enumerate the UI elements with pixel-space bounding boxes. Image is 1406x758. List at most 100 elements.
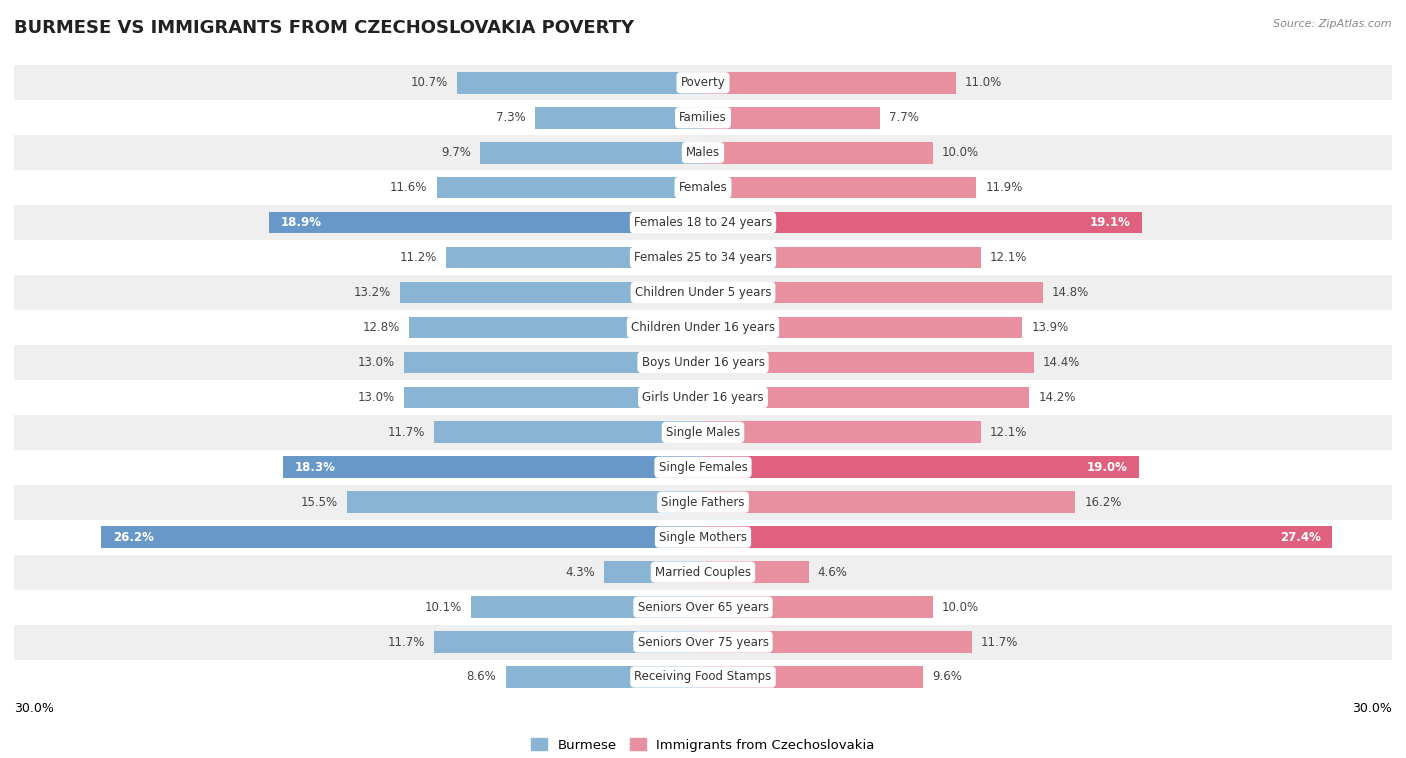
Text: 12.1%: 12.1% — [990, 426, 1028, 439]
Bar — [14, 205, 1392, 240]
Text: Males: Males — [686, 146, 720, 159]
Text: 27.4%: 27.4% — [1279, 531, 1320, 543]
Bar — [409, 317, 703, 338]
Bar — [405, 352, 703, 373]
Bar — [14, 240, 1392, 275]
Bar — [14, 625, 1392, 659]
Bar — [405, 387, 703, 409]
Text: 11.9%: 11.9% — [986, 181, 1022, 194]
Text: 11.7%: 11.7% — [981, 635, 1018, 649]
Text: 7.3%: 7.3% — [496, 111, 526, 124]
Bar — [14, 100, 1392, 135]
Text: Single Females: Single Females — [658, 461, 748, 474]
Text: 13.2%: 13.2% — [353, 286, 391, 299]
Bar — [605, 561, 703, 583]
Bar — [703, 456, 1139, 478]
Text: 14.4%: 14.4% — [1043, 356, 1080, 369]
Text: Receiving Food Stamps: Receiving Food Stamps — [634, 671, 772, 684]
Text: 11.6%: 11.6% — [389, 181, 427, 194]
Bar — [506, 666, 703, 688]
Bar — [703, 561, 808, 583]
Bar — [471, 597, 703, 618]
Bar — [703, 72, 956, 93]
Text: 11.0%: 11.0% — [965, 77, 1002, 89]
Text: 10.0%: 10.0% — [942, 146, 979, 159]
Text: 18.3%: 18.3% — [294, 461, 335, 474]
Text: 11.7%: 11.7% — [388, 635, 425, 649]
Bar — [536, 107, 703, 129]
Bar — [14, 590, 1392, 625]
Text: Boys Under 16 years: Boys Under 16 years — [641, 356, 765, 369]
Bar — [703, 387, 1029, 409]
Bar — [703, 211, 1142, 233]
Bar — [283, 456, 703, 478]
Text: 19.1%: 19.1% — [1090, 216, 1130, 229]
Bar — [14, 449, 1392, 484]
Bar — [703, 526, 1333, 548]
Bar — [14, 345, 1392, 380]
Text: 19.0%: 19.0% — [1087, 461, 1128, 474]
Bar — [14, 310, 1392, 345]
Bar — [269, 211, 703, 233]
Text: 13.9%: 13.9% — [1032, 321, 1069, 334]
Bar — [14, 555, 1392, 590]
Text: Children Under 5 years: Children Under 5 years — [634, 286, 772, 299]
Text: 14.8%: 14.8% — [1052, 286, 1090, 299]
Text: 9.7%: 9.7% — [441, 146, 471, 159]
Bar — [703, 177, 976, 199]
Bar — [434, 631, 703, 653]
Bar — [399, 282, 703, 303]
Text: 10.0%: 10.0% — [942, 600, 979, 613]
Text: 13.0%: 13.0% — [359, 391, 395, 404]
Bar — [14, 380, 1392, 415]
Bar — [437, 177, 703, 199]
Text: Seniors Over 75 years: Seniors Over 75 years — [637, 635, 769, 649]
Text: 4.6%: 4.6% — [818, 565, 848, 578]
Text: Females: Females — [679, 181, 727, 194]
Text: 10.7%: 10.7% — [411, 77, 449, 89]
Text: Families: Families — [679, 111, 727, 124]
Bar — [703, 631, 972, 653]
Bar — [703, 246, 981, 268]
Bar — [703, 666, 924, 688]
Text: BURMESE VS IMMIGRANTS FROM CZECHOSLOVAKIA POVERTY: BURMESE VS IMMIGRANTS FROM CZECHOSLOVAKI… — [14, 19, 634, 37]
Bar — [14, 170, 1392, 205]
Text: Children Under 16 years: Children Under 16 years — [631, 321, 775, 334]
Text: Seniors Over 65 years: Seniors Over 65 years — [637, 600, 769, 613]
Bar — [101, 526, 703, 548]
Text: Females 18 to 24 years: Females 18 to 24 years — [634, 216, 772, 229]
Text: 13.0%: 13.0% — [359, 356, 395, 369]
Bar — [14, 484, 1392, 520]
Text: Single Mothers: Single Mothers — [659, 531, 747, 543]
Text: Single Males: Single Males — [666, 426, 740, 439]
Text: 12.8%: 12.8% — [363, 321, 399, 334]
Text: 12.1%: 12.1% — [990, 251, 1028, 264]
Text: Girls Under 16 years: Girls Under 16 years — [643, 391, 763, 404]
Bar — [703, 421, 981, 443]
Bar — [703, 317, 1022, 338]
Bar — [14, 659, 1392, 694]
Bar — [703, 491, 1076, 513]
Text: 4.3%: 4.3% — [565, 565, 595, 578]
Text: Poverty: Poverty — [681, 77, 725, 89]
Bar — [481, 142, 703, 164]
Bar — [703, 282, 1043, 303]
Bar — [446, 246, 703, 268]
Text: Source: ZipAtlas.com: Source: ZipAtlas.com — [1274, 19, 1392, 29]
Text: 14.2%: 14.2% — [1038, 391, 1076, 404]
Text: 18.9%: 18.9% — [280, 216, 322, 229]
Bar — [457, 72, 703, 93]
Bar — [14, 275, 1392, 310]
Bar — [14, 65, 1392, 100]
Text: Married Couples: Married Couples — [655, 565, 751, 578]
Text: 16.2%: 16.2% — [1084, 496, 1122, 509]
Text: Females 25 to 34 years: Females 25 to 34 years — [634, 251, 772, 264]
Text: 30.0%: 30.0% — [1353, 702, 1392, 715]
Bar — [14, 135, 1392, 170]
Bar — [703, 142, 932, 164]
Text: 9.6%: 9.6% — [932, 671, 963, 684]
Bar — [703, 352, 1033, 373]
Bar — [703, 597, 932, 618]
Bar — [347, 491, 703, 513]
Text: 30.0%: 30.0% — [14, 702, 53, 715]
